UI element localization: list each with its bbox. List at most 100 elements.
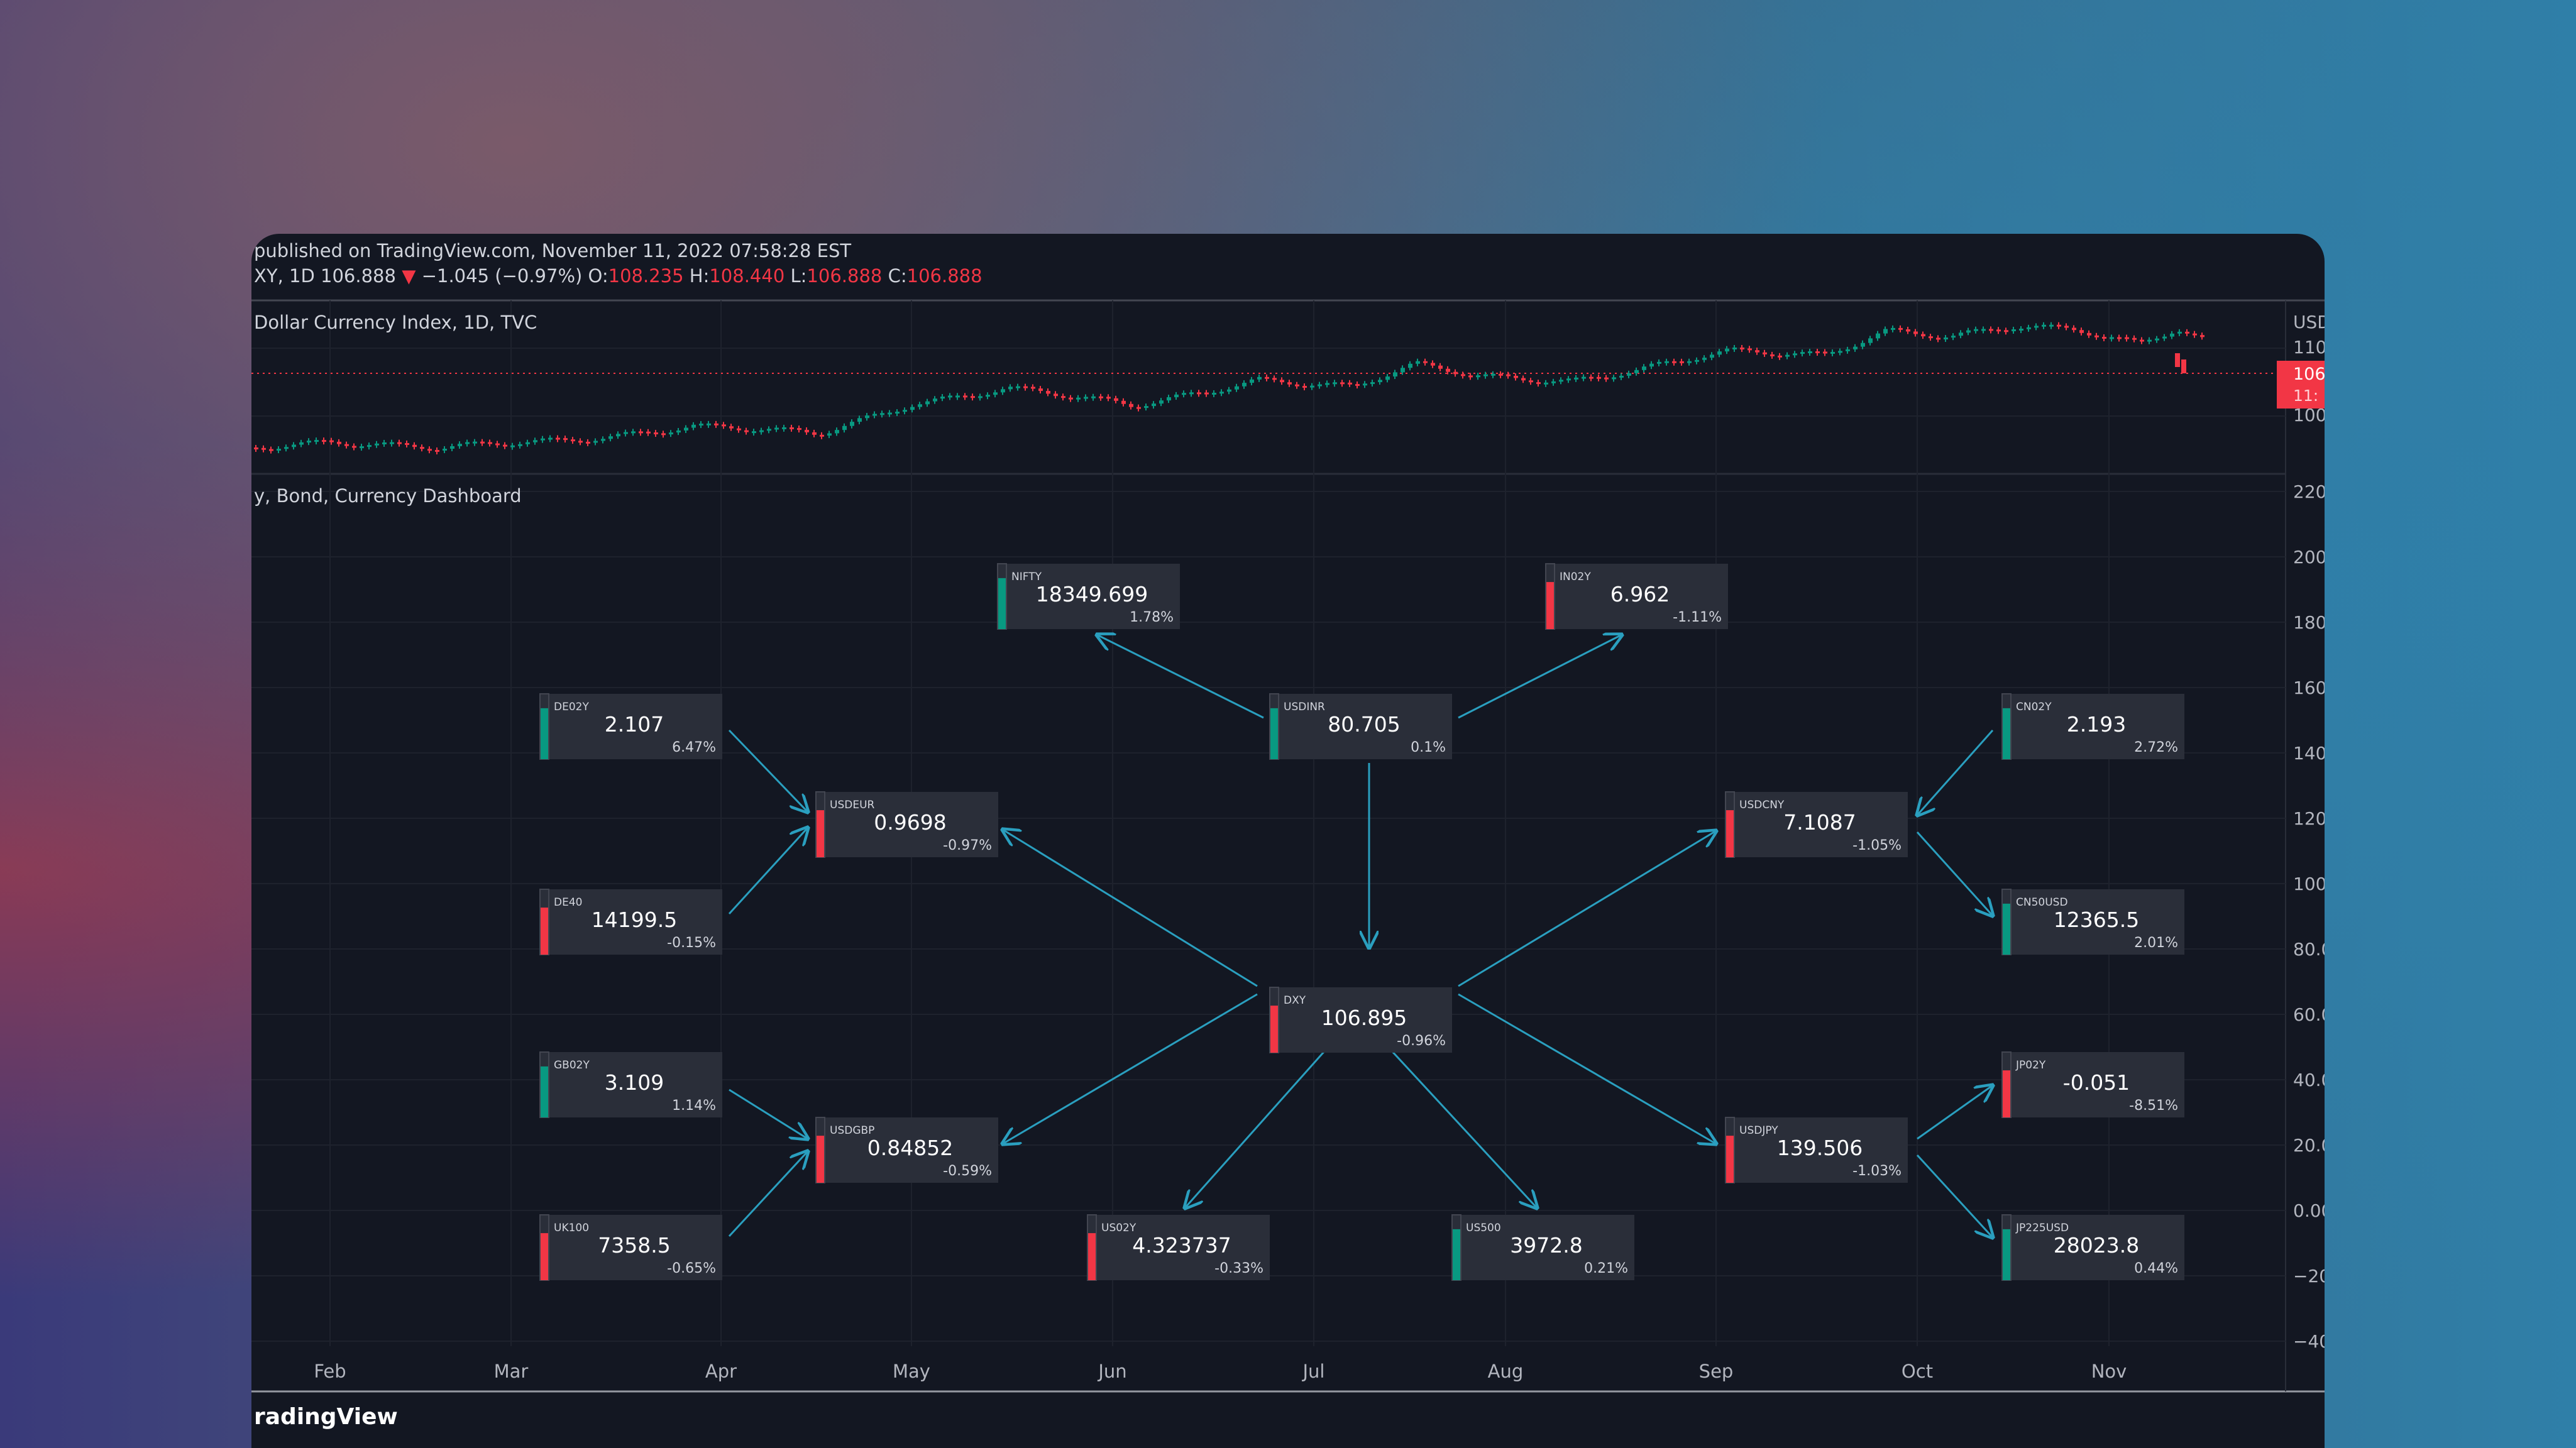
price-tag-value: 106 — [2293, 365, 2325, 384]
pane2-tick: 180 — [2293, 612, 2325, 633]
close-label: C: — [888, 265, 907, 287]
node-jp02y[interactable]: JP02Y -0.051 -8.51% — [2001, 1051, 2184, 1118]
node-value: 80.705 — [1328, 712, 1400, 737]
trend-bar — [998, 578, 1006, 629]
trend-bar — [1726, 810, 1734, 857]
month-label-nov: Nov — [2091, 1361, 2127, 1382]
trend-bar — [817, 810, 824, 857]
connector-arrow — [728, 1151, 808, 1237]
node-symbol: USDCNY — [1739, 799, 1785, 811]
node-de02y[interactable]: DE02Y 2.107 6.47% — [539, 693, 722, 760]
tradingview-logo[interactable]: radingView — [254, 1404, 398, 1430]
node-de40[interactable]: DE40 14199.5 -0.15% — [539, 889, 722, 955]
node-change: -0.96% — [1397, 1033, 1446, 1049]
node-value: 7.1087 — [1783, 810, 1856, 835]
trend-bar — [1270, 708, 1278, 759]
close-value: 106.888 — [906, 265, 983, 287]
node-value: -0.051 — [2063, 1070, 2130, 1095]
price-change: −1.045 (−0.97%) — [421, 265, 583, 287]
node-symbol: US02Y — [1101, 1222, 1137, 1234]
trend-bar — [1546, 582, 1554, 629]
node-value: 28023.8 — [2054, 1233, 2139, 1258]
node-value: 0.84852 — [867, 1136, 953, 1160]
connector-arrow — [728, 729, 808, 812]
node-symbol: US500 — [1466, 1222, 1501, 1234]
price-tag — [2277, 361, 2325, 409]
node-value: 2.193 — [2067, 712, 2126, 737]
connector-arrow — [1917, 1085, 1993, 1140]
node-change: 0.1% — [1411, 740, 1446, 755]
connector-arrow — [1916, 1154, 1993, 1237]
pane2-tick: −20 — [2293, 1266, 2325, 1286]
trend-bar — [2003, 1070, 2010, 1117]
trend-bar — [2003, 903, 2010, 955]
month-label-jun: Jun — [1097, 1361, 1126, 1382]
node-symbol: USDGBP — [830, 1124, 874, 1137]
node-uk100[interactable]: UK100 7358.5 -0.65% — [539, 1214, 722, 1281]
node-change: 2.72% — [2134, 740, 2178, 755]
month-label-jul: Jul — [1302, 1361, 1325, 1382]
low-value: 106.888 — [806, 265, 883, 287]
down-arrow-icon: ▼ — [402, 265, 416, 287]
node-cn02y[interactable]: CN02Y 2.193 2.72% — [2001, 693, 2184, 760]
node-symbol: CN02Y — [2016, 701, 2052, 713]
trend-bar — [541, 708, 548, 759]
chart-window: NIFTY 18349.699 1.78% IN02Y 6.962 -1.11% DE02Y… — [251, 234, 2325, 1448]
pane2-tick: 140 — [2293, 743, 2325, 764]
node-change: -0.15% — [667, 935, 716, 951]
pane2-tick: 0.00 — [2293, 1200, 2325, 1221]
trend-bar — [2003, 1229, 2010, 1280]
node-dxy[interactable]: DXY 106.895 -0.96% — [1269, 987, 1452, 1053]
node-value: 106.895 — [1321, 1006, 1407, 1030]
node-change: -1.03% — [1852, 1163, 1902, 1179]
pane2-tick: 200 — [2293, 547, 2325, 568]
trend-bar — [2003, 708, 2010, 759]
node-change: -0.33% — [1214, 1261, 1263, 1276]
node-symbol: DE02Y — [554, 701, 589, 713]
pane1-title[interactable]: Dollar Currency Index, 1D, TVC — [254, 312, 537, 333]
open-value: 108.235 — [608, 265, 684, 287]
month-label-aug: Aug — [1488, 1361, 1524, 1382]
last-price: 106.888 — [321, 265, 396, 287]
node-change: -0.97% — [943, 838, 992, 853]
node-gb02y[interactable]: GB02Y 3.109 1.14% — [539, 1051, 722, 1118]
node-us500[interactable]: US500 3972.80.21% — [1451, 1214, 1634, 1281]
node-value: 3.109 — [605, 1070, 664, 1095]
pane2-tick: 60.0 — [2293, 1004, 2325, 1025]
pane2-tick: 220 — [2293, 481, 2325, 502]
node-value: 3972.8 — [1510, 1233, 1582, 1258]
pane2-title[interactable]: y, Bond, Currency Dashboard — [254, 485, 522, 507]
node-value: 2.107 — [605, 712, 664, 737]
node-value: 4.323737 — [1132, 1233, 1231, 1258]
month-label-mar: Mar — [494, 1361, 529, 1382]
trend-bar — [1726, 1136, 1734, 1183]
connector-arrow — [1917, 730, 1994, 815]
pane2-tick: 160 — [2293, 677, 2325, 698]
node-change: 1.78% — [1130, 610, 1174, 625]
node-symbol: IN02Y — [1560, 571, 1591, 583]
node-value: 12365.5 — [2054, 908, 2139, 932]
node-symbol: NIFTY — [1011, 571, 1042, 583]
month-label-oct: Oct — [1902, 1361, 1933, 1382]
trend-bar — [817, 1136, 824, 1183]
node-change: 0.21% — [1584, 1261, 1628, 1276]
trend-bar — [1453, 1229, 1460, 1280]
node-in02y[interactable]: IN02Y 6.962-1.11% — [1545, 563, 1728, 630]
ohlc-line: XY, 1D 106.888 ▼ −1.045 (−0.97%) O:108.2… — [254, 265, 983, 287]
connector-arrow — [1458, 993, 1716, 1144]
node-value: 14199.5 — [592, 908, 677, 932]
pane2-tick: 20.0 — [2293, 1135, 2325, 1156]
symbol-label[interactable]: XY, 1D — [254, 265, 315, 287]
month-label-apr: Apr — [705, 1361, 737, 1382]
connector-arrow — [1003, 993, 1258, 1144]
